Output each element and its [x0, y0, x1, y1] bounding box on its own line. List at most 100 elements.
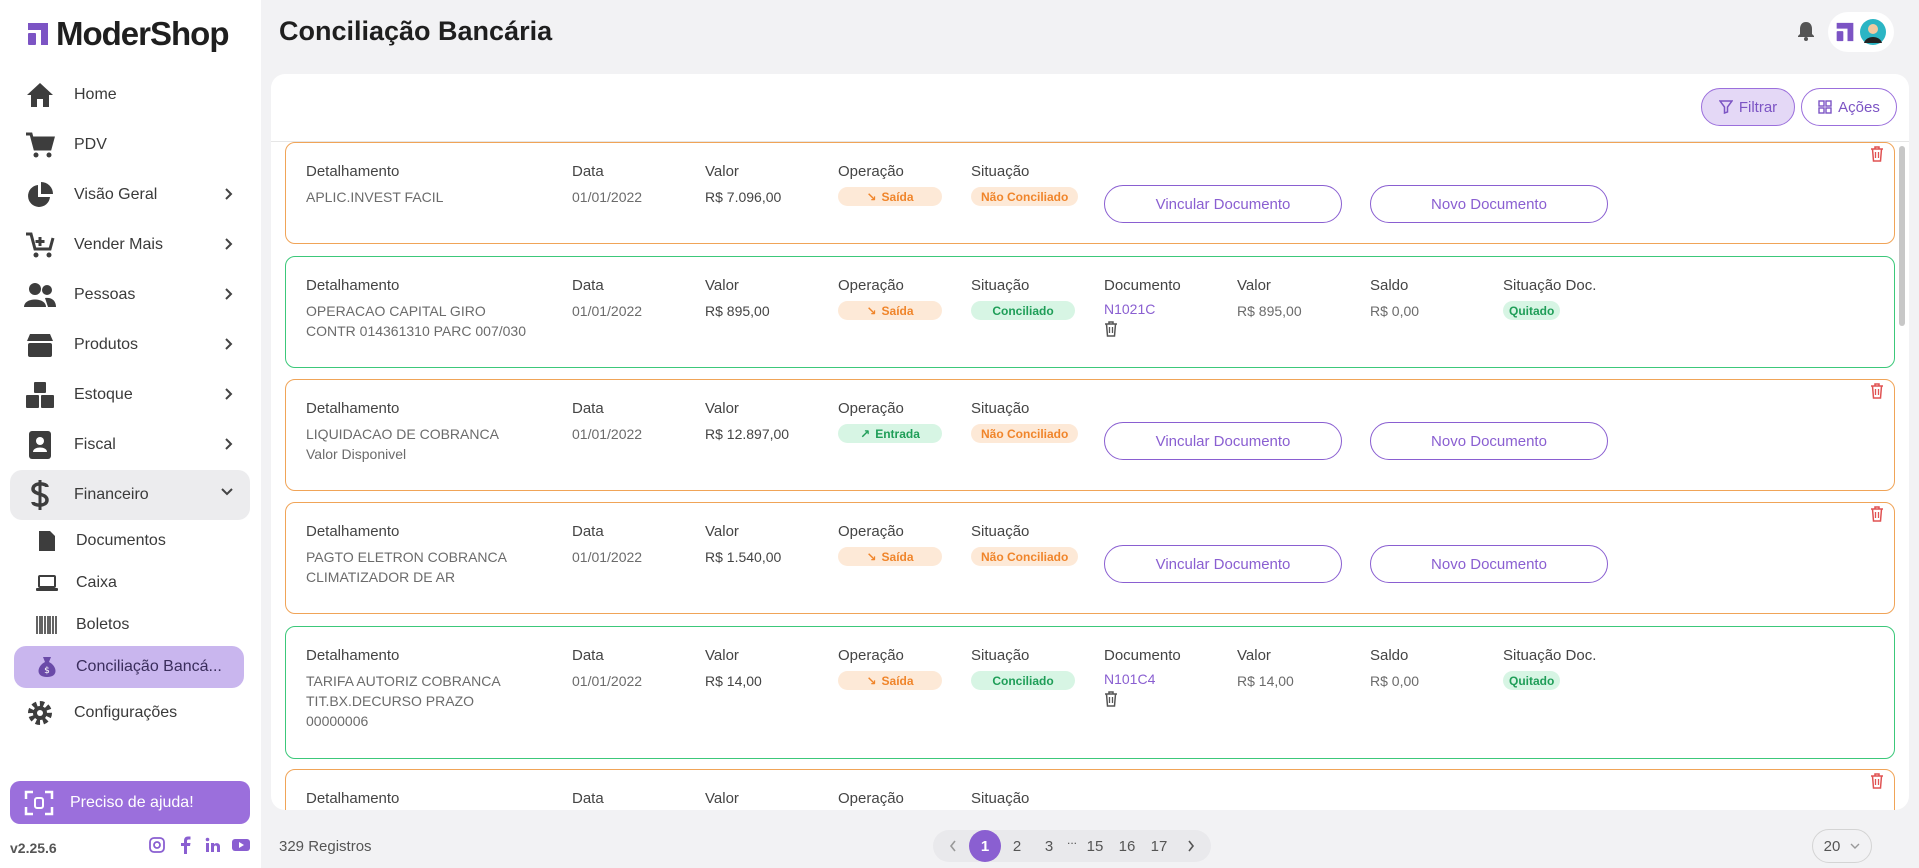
list-scrollbar[interactable]	[1899, 146, 1905, 326]
new-document-button[interactable]: Novo Documento	[1370, 185, 1608, 223]
sidebar-item-pessoas[interactable]: Pessoas	[10, 270, 250, 320]
operation-label: Saída	[881, 549, 914, 564]
sidebar-item-boletos[interactable]: Boletos	[14, 604, 250, 646]
chevron-right-icon	[225, 438, 233, 450]
link-document-button[interactable]: Vincular Documento	[1104, 545, 1342, 583]
doc-value-column: Valor R$ 895,00	[1237, 277, 1302, 321]
chevron-down-icon	[221, 488, 233, 496]
sidebar-item-pdv[interactable]: PDV	[10, 120, 250, 170]
amount-value: R$ 7.096,00	[705, 189, 782, 205]
transaction-row: Detalhamento Data Valor Operação Situaçã…	[285, 769, 1895, 810]
sidebar-item-label: Estoque	[74, 386, 133, 403]
new-document-button[interactable]: Novo Documento	[1370, 422, 1608, 460]
trend-down-icon: ↘	[866, 303, 877, 318]
document-link[interactable]: N1021C	[1104, 301, 1156, 317]
linkedin-icon[interactable]	[204, 836, 222, 854]
page-button[interactable]: 17	[1150, 837, 1168, 855]
page-button[interactable]: 3	[1044, 837, 1054, 855]
user-avatar[interactable]	[1828, 12, 1894, 52]
doc-value-header: Valor	[1237, 277, 1271, 294]
date-value: 01/01/2022	[572, 426, 643, 442]
social-links	[148, 836, 250, 854]
facebook-icon[interactable]	[176, 836, 194, 854]
status-badge: Conciliado	[971, 671, 1075, 690]
operation-label: Saída	[881, 303, 914, 318]
detail-header: Detalhamento	[306, 163, 400, 180]
page-button[interactable]: 15	[1086, 837, 1104, 855]
value-header: Valor	[705, 277, 739, 294]
pie-chart-icon	[24, 179, 56, 211]
actions-button[interactable]: Ações	[1801, 88, 1897, 126]
operation-column: Operação ↘ Saída	[838, 163, 942, 206]
sidebar-item-estoque[interactable]: Estoque	[10, 370, 250, 420]
value-column: Valor R$ 12.897,00	[705, 400, 789, 444]
balance-value: R$ 0,00	[1370, 303, 1420, 319]
bell-icon[interactable]	[1797, 21, 1815, 41]
link-document-button[interactable]: Vincular Documento	[1104, 422, 1342, 460]
page-button[interactable]: 16	[1118, 837, 1136, 855]
sidebar-item-financeiro[interactable]: Financeiro	[10, 470, 250, 520]
detail-line: APLIC.INVEST FACIL	[306, 189, 444, 205]
trash-icon[interactable]	[1104, 691, 1118, 707]
detail-line: 00000006	[306, 713, 369, 729]
operation-column: Operação ↘ Saída	[838, 647, 942, 690]
doc-status-badge: Quitado	[1503, 301, 1561, 320]
document-link[interactable]: N101C4	[1104, 671, 1156, 687]
operation-badge: ↘ Saída	[838, 547, 942, 566]
transaction-row: Detalhamento OPERACAO CAPITAL GIRO CONTR…	[285, 256, 1895, 368]
operation-badge: ↘ Saída	[838, 187, 942, 206]
transaction-row: Detalhamento TARIFA AUTORIZ COBRANCA TIT…	[285, 626, 1895, 759]
sidebar-item-home[interactable]: Home	[10, 70, 250, 120]
prev-page-button[interactable]	[937, 830, 969, 862]
detail-line: Valor Disponivel	[306, 446, 407, 462]
trash-icon[interactable]	[1104, 321, 1118, 337]
operation-column: Operação ↗ Entrada	[838, 400, 942, 443]
sidebar-item-conciliacao-bancaria[interactable]: $ Conciliação Bancá...	[14, 646, 244, 688]
sidebar-item-configuracoes[interactable]: Configurações	[10, 688, 250, 738]
instagram-icon[interactable]	[148, 836, 166, 854]
value-column: Valor R$ 895,00	[705, 277, 770, 321]
page-button[interactable]: 2	[1012, 837, 1022, 855]
brand-name: ModerShop	[56, 15, 229, 52]
new-document-button[interactable]: Novo Documento	[1370, 545, 1608, 583]
filter-button[interactable]: Filtrar	[1701, 88, 1795, 126]
document-header: Documento	[1104, 277, 1181, 294]
home-icon	[24, 79, 56, 111]
date-header: Data	[572, 790, 604, 807]
sidebar-item-label: Caixa	[76, 574, 117, 591]
chevron-right-icon	[225, 238, 233, 250]
help-button[interactable]: Preciso de ajuda!	[10, 781, 250, 824]
brand-mark-icon	[1836, 22, 1854, 42]
operation-badge: ↗ Entrada	[838, 424, 942, 443]
next-page-button[interactable]	[1175, 830, 1207, 862]
sidebar-item-produtos[interactable]: Produtos	[10, 320, 250, 370]
brand-logo[interactable]: ModerShop	[26, 15, 229, 52]
status-column: Situação	[971, 790, 1029, 810]
youtube-icon[interactable]	[232, 836, 250, 854]
operation-column: Operação	[838, 790, 904, 810]
chevron-right-icon	[225, 188, 233, 200]
amount-value: R$ 14,00	[705, 673, 762, 689]
sidebar-item-fiscal[interactable]: Fiscal	[10, 420, 250, 470]
sidebar: ModerShop Home PDV Visão Geral Vender Ma…	[0, 0, 261, 868]
trash-icon[interactable]	[1870, 773, 1884, 789]
sidebar-item-caixa[interactable]: Caixa	[14, 562, 250, 604]
page-title: Conciliação Bancária	[279, 16, 553, 46]
page-button[interactable]: 1	[969, 830, 1001, 862]
trash-icon[interactable]	[1870, 146, 1884, 162]
sidebar-item-vender-mais[interactable]: Vender Mais	[10, 220, 250, 270]
trash-icon[interactable]	[1870, 506, 1884, 522]
detail-line: CLIMATIZADOR DE AR	[306, 569, 456, 585]
operation-header: Operação	[838, 163, 904, 180]
sidebar-item-label: Produtos	[74, 336, 139, 353]
balance-value: R$ 0,00	[1370, 673, 1420, 689]
badge-icon	[24, 429, 56, 461]
sidebar-item-visao-geral[interactable]: Visão Geral	[10, 170, 250, 220]
page-size-select[interactable]: 20	[1812, 829, 1872, 863]
link-document-button[interactable]: Vincular Documento	[1104, 185, 1342, 223]
status-header: Situação	[971, 400, 1030, 417]
trash-icon[interactable]	[1870, 383, 1884, 399]
date-column: Data 01/01/2022	[572, 523, 642, 567]
status-header: Situação	[971, 277, 1030, 294]
sidebar-item-documentos[interactable]: Documentos	[14, 520, 250, 562]
